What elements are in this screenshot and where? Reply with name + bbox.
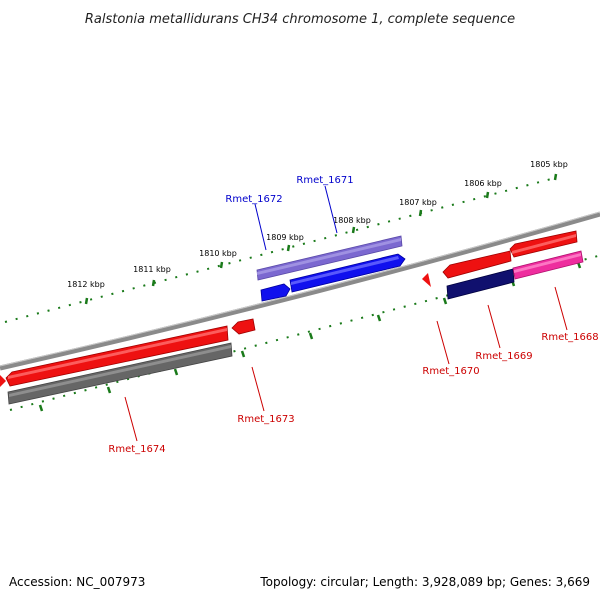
- tick-label-1810kbp: 1810 kbp: [199, 249, 237, 258]
- gene-label-rmet-1670[interactable]: Rmet_1670: [422, 366, 479, 377]
- upper-tick-ring: [4, 173, 558, 323]
- tick-label-1812kbp: 1812 kbp: [67, 280, 105, 289]
- gene-label-rmet-1669[interactable]: Rmet_1669: [475, 351, 532, 362]
- tick-label-1806kbp: 1806 kbp: [464, 179, 502, 188]
- tick-label-1811kbp: 1811 kbp: [133, 265, 171, 274]
- gene-feature-rmet-1669-upper[interactable]: [442, 250, 512, 279]
- gene-label-rmet-1668[interactable]: Rmet_1668: [541, 332, 598, 343]
- gene-label-rmet-1671[interactable]: Rmet_1671: [296, 175, 353, 186]
- gene-feature-rmet-1669[interactable]: [446, 268, 515, 300]
- gene-label-rmet-1673[interactable]: Rmet_1673: [237, 414, 294, 425]
- tick-label-1808kbp: 1808 kbp: [333, 216, 371, 225]
- tick-label-1805kbp: 1805 kbp: [530, 160, 568, 169]
- gene-label-rmet-1672[interactable]: Rmet_1672: [225, 194, 282, 205]
- map-title: Ralstonia metallidurans CH34 chromosome …: [85, 12, 515, 27]
- tick-label-1807kbp: 1807 kbp: [399, 198, 437, 207]
- gene-feature-small-plus[interactable]: [260, 283, 291, 302]
- gene-label-rmet-1674[interactable]: Rmet_1674: [108, 444, 165, 455]
- gene-feature-edge[interactable]: [0, 375, 6, 387]
- sequence-summary: Topology: circular; Length: 3,928,089 bp…: [259, 575, 590, 589]
- tick-label-1809kbp: 1809 kbp: [266, 233, 304, 242]
- chromosome-backbone: [0, 211, 600, 371]
- gene-feature-rmet-1673[interactable]: [231, 318, 256, 335]
- accession-label: Accession: NC_007973: [9, 575, 145, 589]
- gene-feature-rmet-1670[interactable]: [422, 273, 431, 287]
